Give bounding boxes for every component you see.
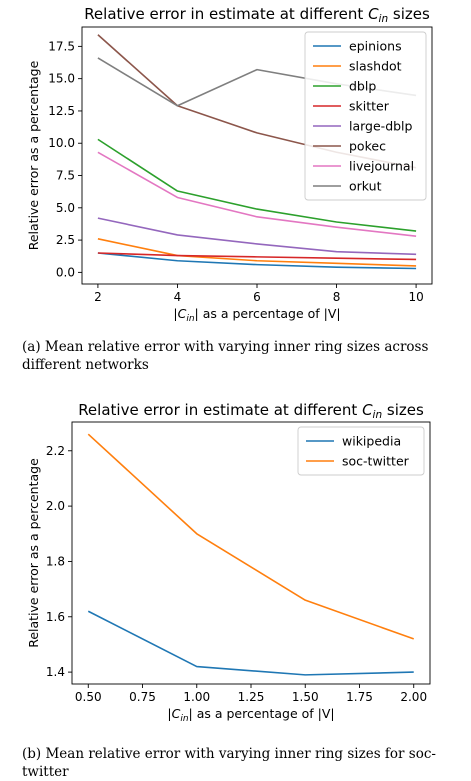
x-tick-label: 1.25 xyxy=(238,690,265,704)
legend: wikipedia soc-twitter xyxy=(297,426,425,476)
legend-label: dblp xyxy=(349,79,376,94)
x-tick-label: 0.75 xyxy=(129,690,156,704)
chart-b-svg: Relative error in estimate at different … xyxy=(26,401,431,724)
x-tick-label: 2.00 xyxy=(400,690,427,704)
legend-box xyxy=(304,31,427,201)
chart-a: Relative error in estimate at different … xyxy=(0,0,471,330)
legend-label: orkut xyxy=(349,179,382,194)
caption-a: (a) Mean relative error with varying inn… xyxy=(22,339,429,373)
series-line-soc-twitter xyxy=(87,433,414,640)
y-tick-label: 2.0 xyxy=(46,499,65,513)
series-line-dblp xyxy=(97,138,417,232)
x-axis-label: |Cin| as a percentage of |V| xyxy=(167,706,334,724)
x-axis-label: |Cin| as a percentage of |V| xyxy=(173,306,340,324)
y-tick-label: 2.2 xyxy=(46,444,65,458)
y-tick-label: 1.8 xyxy=(46,554,65,568)
series-line-slashdot xyxy=(97,238,417,267)
y-tick-label: 10.0 xyxy=(48,136,75,150)
legend-box xyxy=(297,426,425,476)
y-axis-label: Relative error as a percentage xyxy=(26,60,41,250)
y-tick-label: 15.0 xyxy=(48,72,75,86)
x-tick-label: 8 xyxy=(333,290,341,304)
x-tick-label: 4 xyxy=(174,290,182,304)
series-line-large-dblp xyxy=(97,217,417,256)
x-tick-label: 6 xyxy=(253,290,261,304)
chart-title: Relative error in estimate at different … xyxy=(78,401,424,421)
series-line-epinions xyxy=(97,252,417,270)
legend-label: skitter xyxy=(349,99,390,114)
x-tick-label: 0.50 xyxy=(75,690,102,704)
series-line-livejournal xyxy=(97,151,417,238)
y-tick-label: 17.5 xyxy=(48,39,75,53)
caption-b: (b) Mean relative error with varying inn… xyxy=(22,746,436,780)
y-tick-label: 7.5 xyxy=(56,169,75,183)
y-axis-label: Relative error as a percentage xyxy=(26,458,41,648)
chart-a-svg: Relative error in estimate at different … xyxy=(26,5,433,324)
x-tick-label: 10 xyxy=(408,290,423,304)
legend: epinions slashdot dblp skitter large-dblp pok… xyxy=(304,31,427,201)
legend-label: epinions xyxy=(349,39,402,54)
y-tick-label: 5.0 xyxy=(56,201,75,215)
chart-b: Relative error in estimate at different … xyxy=(0,395,471,735)
x-tick-label: 1.50 xyxy=(292,690,319,704)
y-tick-label: 1.4 xyxy=(46,665,65,679)
y-tick-label: 1.6 xyxy=(46,610,65,624)
legend-label: soc-twitter xyxy=(342,454,410,469)
y-tick-label: 12.5 xyxy=(48,104,75,118)
legend-label: wikipedia xyxy=(342,434,401,449)
legend-label: slashdot xyxy=(349,59,402,74)
y-tick-label: 0.0 xyxy=(56,265,75,279)
y-tick-label: 2.5 xyxy=(56,233,75,247)
series-line-skitter xyxy=(97,252,417,261)
legend-label: livejournal xyxy=(349,159,414,174)
x-tick-label: 1.75 xyxy=(346,690,373,704)
chart-title: Relative error in estimate at different … xyxy=(84,5,430,25)
x-tick-label: 2 xyxy=(94,290,102,304)
legend-label: pokec xyxy=(349,139,386,154)
series-line-wikipedia xyxy=(87,610,414,676)
x-tick-label: 1.00 xyxy=(183,690,210,704)
legend-label: large-dblp xyxy=(349,119,413,134)
